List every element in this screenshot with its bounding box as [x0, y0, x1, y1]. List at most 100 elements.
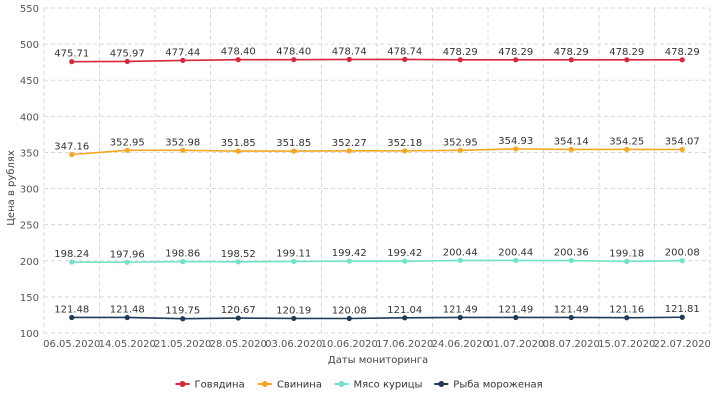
- data-label: 478.29: [609, 47, 644, 58]
- data-point: [124, 314, 130, 321]
- x-tick-label: 24.06.2020: [432, 339, 489, 350]
- data-point: [346, 148, 352, 154]
- legend-label: Свинина: [277, 380, 322, 391]
- legend-label: Рыба мороженая: [453, 380, 542, 391]
- data-point: [513, 314, 519, 321]
- x-tick-label: 08.07.2020: [543, 339, 600, 350]
- data-label: 200.44: [498, 247, 533, 258]
- data-point: [568, 57, 574, 63]
- data-label: 478.40: [276, 47, 311, 58]
- data-point: [346, 56, 352, 63]
- legend-swatch-marker: [179, 381, 186, 387]
- data-label: 352.27: [332, 138, 367, 149]
- data-label: 478.29: [554, 47, 589, 58]
- data-label: 354.25: [609, 136, 644, 147]
- data-point: [457, 147, 463, 153]
- y-axis-title: Цена в рублях: [6, 150, 17, 226]
- data-label: 354.07: [665, 137, 700, 148]
- data-point: [457, 257, 463, 264]
- x-tick-label: 17.06.2020: [376, 339, 433, 350]
- data-point: [568, 257, 574, 264]
- data-point: [568, 314, 574, 321]
- data-point: [124, 58, 130, 65]
- legend: Говядина Свинина Мясо курицы Рыба мороженая: [175, 380, 543, 391]
- data-label: 352.18: [387, 138, 422, 149]
- data-label: 121.49: [498, 304, 533, 315]
- data-point: [679, 57, 685, 63]
- data-label: 198.24: [54, 249, 89, 260]
- data-point: [69, 59, 75, 65]
- x-tick-label: 03.06.2020: [265, 339, 322, 350]
- data-label: 199.42: [332, 248, 367, 259]
- data-label: 121.48: [54, 304, 89, 315]
- data-label: 351.85: [221, 138, 256, 149]
- data-label: 351.85: [276, 138, 311, 149]
- data-label: 120.08: [332, 305, 367, 316]
- data-label: 121.81: [665, 304, 700, 315]
- y-axis: 100 150 200 250 300 350 400 450 500 550: [20, 4, 39, 340]
- data-label: 354.93: [498, 136, 533, 147]
- data-label: 199.18: [609, 248, 644, 259]
- data-point: [291, 258, 297, 265]
- data-label: 478.29: [665, 47, 700, 58]
- data-point: [402, 315, 408, 321]
- data-label: 121.48: [110, 304, 145, 315]
- data-label: 475.71: [54, 49, 89, 60]
- series-line: [71, 316, 683, 320]
- x-axis: 06.05.202014.05.202021.05.202028.05.2020…: [43, 339, 711, 350]
- data-label: 199.42: [387, 248, 422, 259]
- data-point: [291, 57, 297, 63]
- data-label: 120.19: [276, 305, 311, 316]
- data-point: [402, 56, 408, 63]
- legend-item: Свинина: [257, 380, 322, 391]
- data-point: [124, 147, 130, 153]
- data-point: [568, 146, 574, 153]
- data-point: [624, 315, 630, 321]
- x-tick-label: 01.07.2020: [487, 339, 544, 350]
- data-point: [457, 57, 463, 63]
- data-point: [235, 148, 241, 154]
- data-label: 478.74: [332, 46, 367, 57]
- legend-swatch-marker: [438, 381, 445, 387]
- data-label: 199.11: [276, 248, 311, 259]
- data-point: [180, 316, 186, 322]
- series-line: [71, 58, 683, 63]
- y-tick-label: 550: [20, 4, 39, 15]
- legend-item: Говядина: [175, 380, 245, 391]
- series-group: [69, 56, 685, 322]
- data-label: 475.97: [110, 48, 145, 59]
- y-tick-label: 350: [20, 148, 39, 159]
- x-tick-label: 06.05.2020: [43, 339, 100, 350]
- data-label: 354.14: [554, 136, 589, 147]
- x-tick-label: 22.07.2020: [654, 339, 711, 350]
- series-line: [71, 259, 683, 264]
- data-label: 352.98: [165, 137, 200, 148]
- data-point: [235, 315, 241, 321]
- data-label: 121.04: [387, 305, 422, 316]
- data-label: 121.49: [554, 304, 589, 315]
- data-label: 478.40: [221, 47, 256, 58]
- data-label: 478.29: [498, 47, 533, 58]
- data-point: [69, 151, 75, 158]
- data-labels: 475.71 475.97 477.44 478.40 478.40 478.74 478.…: [54, 46, 700, 316]
- y-tick-label: 150: [20, 293, 39, 304]
- data-point: [69, 259, 75, 265]
- data-label: 478.74: [387, 46, 422, 57]
- data-label: 121.49: [443, 304, 478, 315]
- x-tick-label: 14.05.2020: [99, 339, 156, 350]
- legend-item: Рыба мороженая: [434, 380, 543, 391]
- data-point: [679, 258, 685, 264]
- data-point: [513, 57, 519, 63]
- data-point: [679, 146, 685, 153]
- data-point: [180, 259, 186, 265]
- legend-label: Мясо курицы: [354, 380, 423, 391]
- data-label: 352.95: [443, 137, 478, 148]
- y-tick-label: 450: [20, 76, 39, 87]
- y-tick-label: 400: [20, 112, 39, 123]
- data-point: [402, 148, 408, 154]
- x-tick-label: 28.05.2020: [210, 339, 267, 350]
- y-tick-label: 300: [20, 185, 39, 196]
- x-tick-label: 15.07.2020: [598, 339, 655, 350]
- data-point: [624, 258, 630, 264]
